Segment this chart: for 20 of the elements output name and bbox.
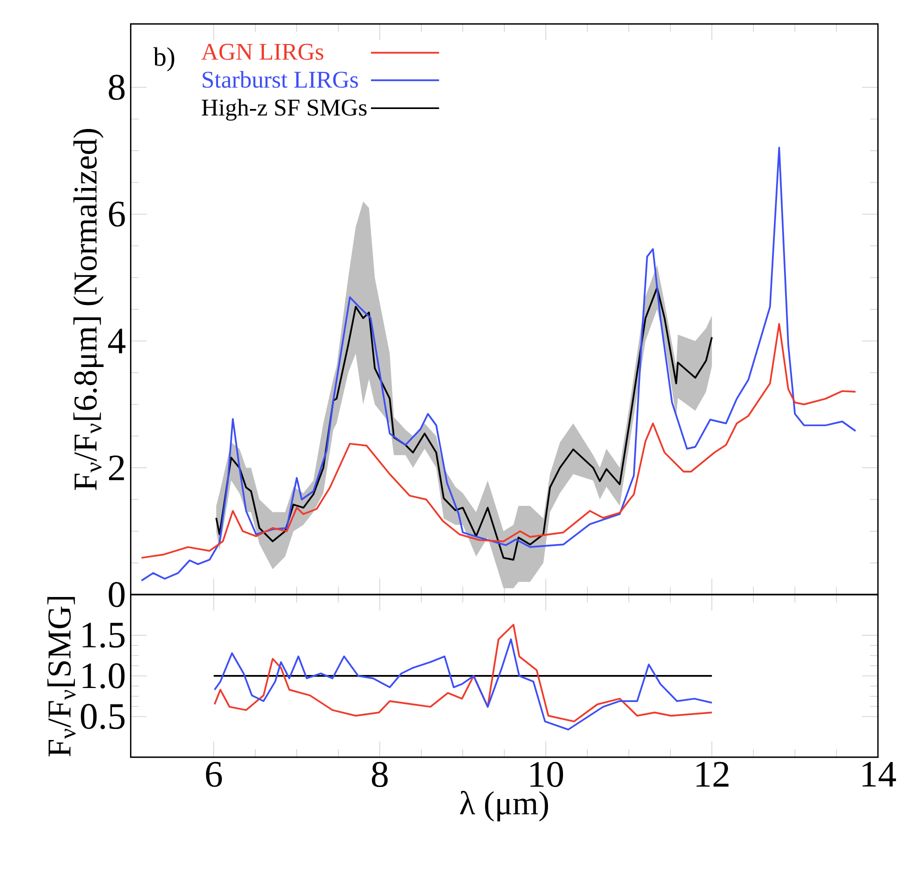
- x-tick-label: 14: [862, 762, 896, 787]
- y-tick-label: 1.0: [82, 663, 125, 689]
- y-axis-title: F$_{ν}$/F$_{ν}$[6.8μm] (Normalized): [73, 129, 104, 490]
- y-tick-label: 8: [108, 74, 125, 100]
- legend-label: AGN LIRGs: [201, 44, 324, 60]
- legend-label: Starburst LIRGs: [202, 70, 358, 88]
- annotation: b): [153, 47, 174, 72]
- y-tick-label: 0.5: [80, 704, 125, 730]
- x-axis-title: λ (μm): [460, 790, 548, 822]
- y-tick-label: 4: [108, 328, 126, 354]
- legend-label: High-z SF SMGs: [202, 98, 367, 121]
- x-tick-label: 8: [372, 762, 388, 788]
- x-tick-label: 10: [530, 762, 564, 788]
- y-tick-label: 1.5: [82, 622, 125, 648]
- y-tick-label: 2: [109, 455, 124, 480]
- x-tick-label: 6: [206, 762, 222, 787]
- y-axis-title: F$_{ν}$/F$_{ν}$[SMG]: [47, 597, 76, 756]
- x-tick-label: 12: [696, 762, 728, 787]
- y-tick-label: 0: [108, 582, 125, 608]
- y-tick-label: 6: [108, 202, 125, 227]
